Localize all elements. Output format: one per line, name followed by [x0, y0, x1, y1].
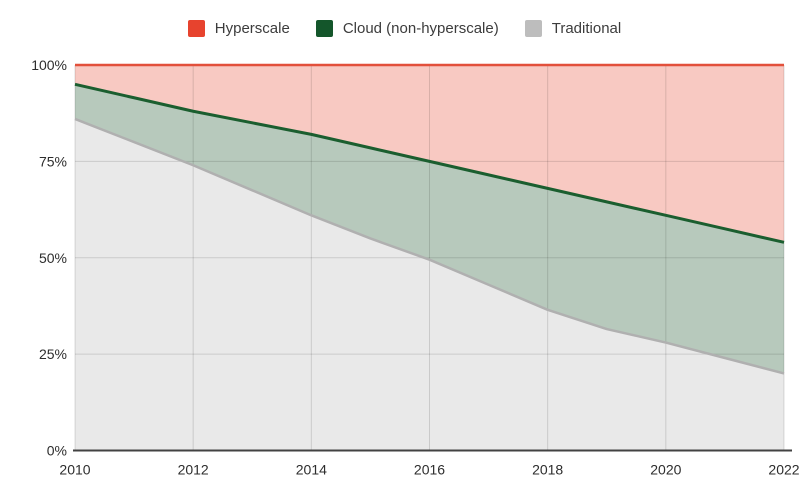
y-tick-label-0: 0%: [47, 443, 67, 459]
x-tick-label-2016: 2016: [414, 462, 445, 478]
legend-label-cloud: Cloud (non-hyperscale): [342, 20, 499, 37]
area-cloud-non-hyperscale-: [75, 84, 784, 374]
x-tick-label-2020: 2020: [650, 462, 681, 478]
x-tick-label-2022: 2022: [768, 462, 799, 478]
chart-legend: Hyperscale Cloud (non-hyperscale) Tradit…: [0, 20, 809, 37]
y-tick-label-100: 100%: [31, 57, 67, 73]
legend-swatch-cloud: [315, 20, 333, 37]
x-tick-label-2012: 2012: [178, 462, 209, 478]
x-tick-label-2010: 2010: [59, 462, 90, 478]
area-traditional: [75, 118, 784, 451]
legend-label-hyperscale: Hyperscale: [214, 20, 290, 37]
legend-item-cloud: Cloud (non-hyperscale): [315, 20, 499, 37]
x-tick-label-2018: 2018: [532, 462, 563, 478]
y-tick-label-50: 50%: [39, 250, 67, 266]
legend-label-traditional: Traditional: [551, 20, 622, 37]
legend-swatch-hyperscale: [187, 20, 205, 37]
area-hyperscale: [75, 65, 784, 243]
legend-item-traditional: Traditional: [524, 20, 622, 37]
series-line-traditional: [74, 117, 785, 375]
y-tick-label-25: 25%: [39, 346, 67, 362]
series-line-cloud-non-hyperscale-: [74, 82, 785, 244]
y-tick-label-75: 75%: [39, 153, 67, 169]
legend-item-hyperscale: Hyperscale: [187, 20, 290, 37]
x-tick-label-2014: 2014: [296, 462, 327, 478]
legend-swatch-traditional: [524, 20, 542, 37]
